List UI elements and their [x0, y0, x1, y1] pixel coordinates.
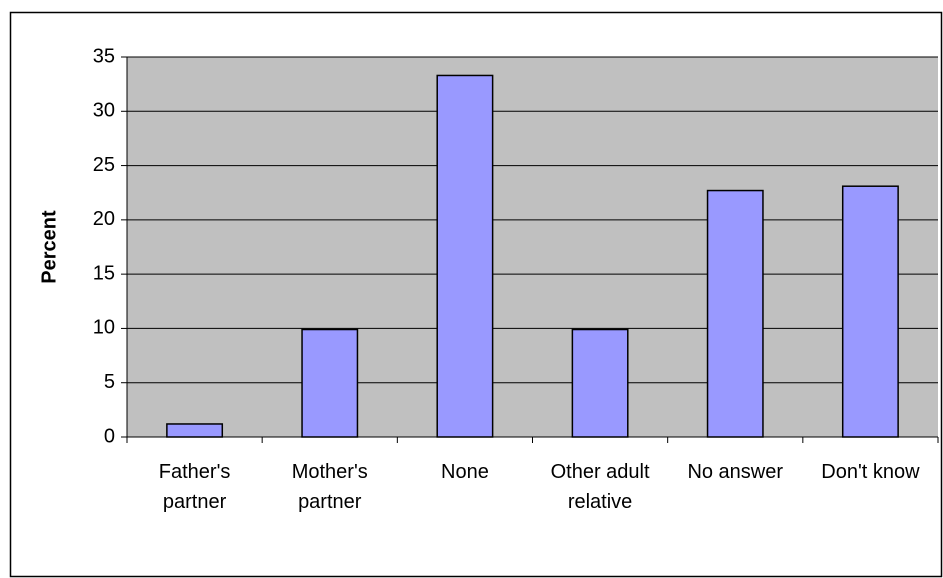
- y-tick-label: 15: [93, 262, 115, 284]
- y-tick-label: 35: [93, 45, 115, 67]
- y-axis-label: Percent: [38, 210, 60, 284]
- bar: [841, 185, 899, 438]
- x-tick-label: None: [441, 461, 489, 483]
- x-tick-label: Father's partner: [159, 461, 231, 513]
- y-tick-label: 20: [93, 208, 115, 230]
- x-tick-label: Mother's partner: [292, 461, 368, 513]
- bar: [571, 328, 629, 438]
- x-tick-label: Don't know: [821, 461, 920, 483]
- bar: [166, 423, 224, 438]
- y-tick-label: 25: [93, 154, 115, 176]
- bar: [706, 189, 764, 438]
- x-tick-label: Other adult relative: [551, 461, 650, 513]
- y-tick-label: 10: [93, 317, 115, 339]
- bar: [301, 328, 359, 438]
- y-tick-label: 0: [104, 425, 115, 447]
- plot-area: [127, 57, 938, 437]
- x-tick-label: No answer: [687, 461, 783, 483]
- y-tick-label: 30: [93, 100, 115, 122]
- bar: [436, 74, 494, 438]
- y-tick-label: 5: [104, 371, 115, 393]
